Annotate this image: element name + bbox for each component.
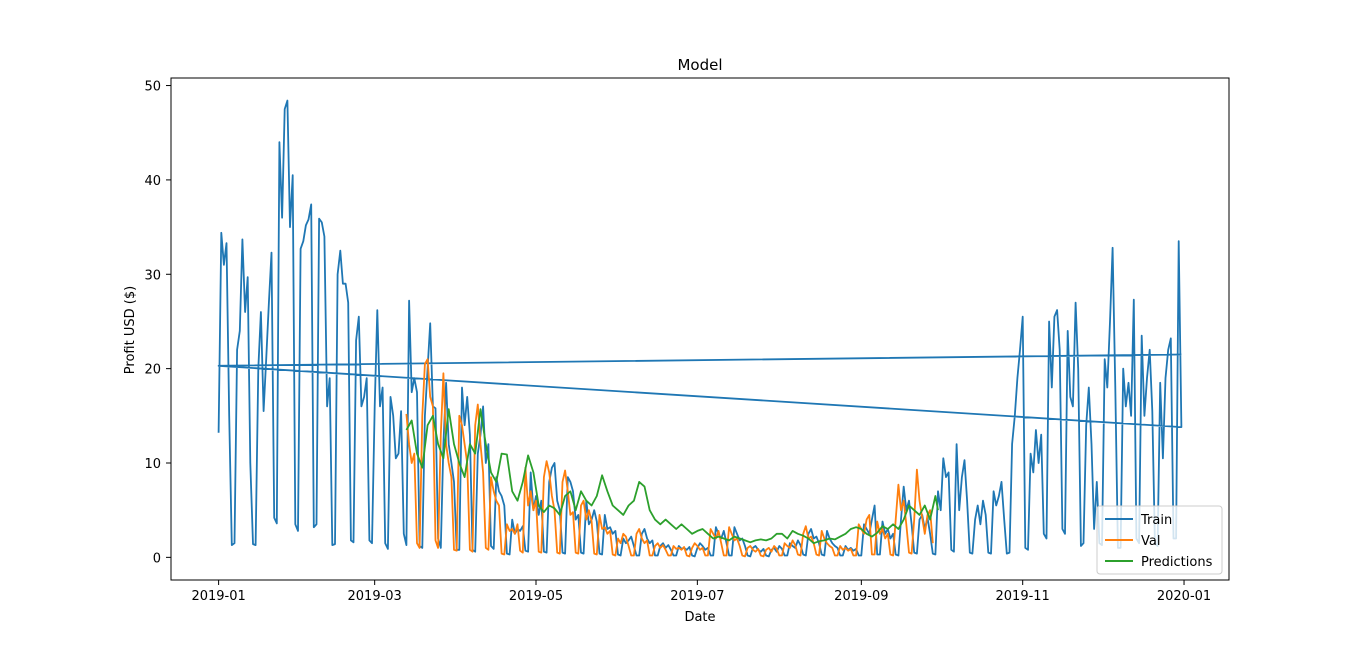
y-tick-label: 10 [144, 457, 161, 472]
series-line-train [217, 99, 1183, 558]
y-tick-label: 40 [144, 174, 161, 189]
series-lines [217, 99, 1183, 558]
legend-label-val: Val [1141, 534, 1160, 549]
y-tick-label: 20 [144, 363, 161, 378]
x-tick-label: 2019-07 [670, 589, 724, 604]
x-tick-label: 2019-01 [191, 589, 245, 604]
legend-label-predictions: Predictions [1141, 555, 1213, 570]
plot-frame [170, 77, 1230, 581]
x-tick-label: 2019-11 [996, 589, 1050, 604]
y-tick-label: 0 [153, 551, 161, 566]
chart-title: Model [677, 56, 722, 74]
x-tick-label: 2020-01 [1157, 589, 1211, 604]
series-line-predictions [405, 408, 939, 545]
axes: 2019-01 2019-03 2019-05 2019-07 2019-09 2019-… [144, 77, 1230, 604]
x-tick-label: 2019-05 [509, 589, 563, 604]
y-axis-title: Profit USD ($) [123, 286, 138, 374]
y-tick-label: 30 [144, 268, 161, 283]
x-axis-title: Date [684, 610, 715, 625]
series-line-val [405, 358, 934, 558]
y-tick-label: 50 [144, 80, 161, 95]
x-tick-label: 2019-09 [834, 589, 888, 604]
x-tick-label: 2019-03 [348, 589, 402, 604]
legend: Train Val Predictions [1096, 505, 1223, 575]
legend-box [1096, 505, 1223, 575]
legend-label-train: Train [1140, 513, 1172, 528]
